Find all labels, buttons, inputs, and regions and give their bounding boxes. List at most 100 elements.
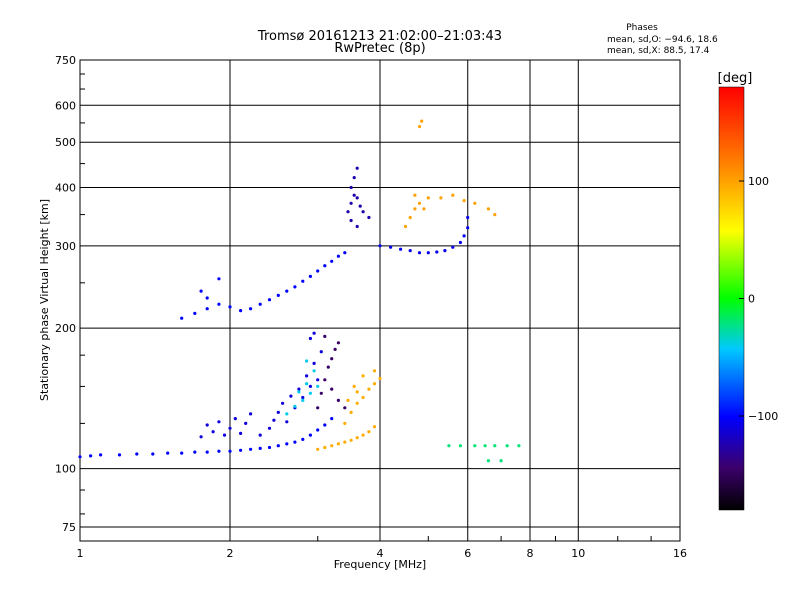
data-point (239, 448, 243, 452)
data-point (217, 449, 221, 453)
colorbar-tick-label: 0 (748, 293, 755, 306)
data-point (217, 420, 221, 424)
series-es-cloud-cyan- (285, 359, 320, 416)
data-point (99, 453, 103, 457)
data-point (367, 430, 371, 434)
data-point (199, 289, 203, 293)
x-tick-label: 8 (527, 547, 534, 560)
data-point (293, 285, 297, 289)
y-tick-label: 400 (55, 181, 76, 194)
data-point (330, 357, 334, 361)
data-point (323, 334, 327, 338)
data-point (349, 410, 353, 414)
data-point (352, 176, 356, 180)
data-point (486, 459, 490, 463)
x-tick-labels: 1 2 4 6 8 10 16 (77, 547, 688, 560)
data-point (389, 245, 393, 249)
data-point (343, 440, 347, 444)
data-point (276, 444, 280, 448)
phases-o-line: mean, sd,O: −94.6, 18.6 (607, 35, 718, 45)
data-point (301, 279, 305, 283)
data-point (180, 451, 184, 455)
data-point (89, 454, 93, 458)
data-point (462, 199, 466, 203)
phases-title: Phases (626, 23, 658, 33)
grid-lines (80, 60, 680, 541)
data-point (258, 433, 262, 437)
data-point (349, 185, 353, 190)
data-point (249, 447, 253, 451)
data-point (439, 196, 443, 200)
data-point (305, 374, 309, 378)
data-point (336, 254, 340, 258)
colorbar-tick-label: −100 (748, 410, 778, 423)
data-point (413, 193, 417, 197)
data-point (451, 193, 455, 197)
y-tick-labels: 75 100 200 300 400 500 600 750 (55, 54, 76, 534)
data-point (117, 453, 122, 457)
data-point (217, 277, 221, 281)
data-point (355, 390, 359, 394)
data-point (458, 444, 462, 448)
data-point (135, 452, 139, 456)
series-f-region-o-trace-blue- (180, 251, 347, 320)
data-point (462, 234, 466, 238)
data-point (267, 445, 272, 450)
data-point (293, 440, 297, 444)
data-point (316, 378, 320, 382)
series-e-region-trace-o-blue- (78, 417, 334, 459)
y-tick-label: 300 (55, 240, 76, 253)
data-point (239, 309, 243, 313)
y-tick-label: 600 (55, 99, 76, 112)
data-point (316, 269, 320, 273)
data-point (249, 307, 253, 311)
colorbar-label: [deg] (718, 71, 753, 86)
data-point (417, 201, 422, 205)
data-point (323, 445, 327, 450)
data-point (451, 245, 455, 249)
data-point (289, 394, 293, 398)
data-point (336, 442, 340, 446)
data-point (249, 412, 253, 416)
data-point (316, 406, 320, 410)
series-sparse-near-105km-cyan- (447, 444, 521, 463)
data-point (372, 382, 377, 386)
data-point (355, 436, 359, 440)
data-point (323, 264, 327, 268)
data-point (408, 215, 412, 220)
data-point (319, 350, 323, 354)
data-point (180, 316, 184, 320)
data-point (361, 433, 365, 437)
series-x-trace-yellow- (316, 369, 382, 451)
data-point (361, 395, 365, 400)
data-point (205, 296, 209, 300)
data-point (301, 437, 305, 441)
data-point (352, 384, 356, 388)
data-point (493, 213, 497, 217)
y-tick-label: 75 (62, 521, 76, 534)
x-tick-label: 1 (77, 547, 84, 560)
data-point (330, 387, 334, 391)
x-tick-label: 4 (377, 547, 384, 560)
colorbar-tick-label: 100 (748, 175, 769, 188)
data-point (272, 418, 276, 422)
y-tick-label: 750 (55, 54, 76, 67)
data-point (312, 331, 316, 335)
data-point (326, 365, 330, 369)
data-point (205, 450, 209, 454)
data-point (199, 435, 203, 439)
data-point (301, 398, 305, 402)
data-point (308, 384, 312, 388)
data-point (466, 215, 470, 220)
data-point (193, 450, 197, 454)
data-point (211, 430, 215, 434)
data-point (316, 447, 320, 451)
data-point (301, 395, 305, 400)
data-point (228, 305, 232, 309)
data-point (355, 401, 359, 405)
data-point (378, 244, 382, 248)
data-point (297, 387, 301, 391)
data-point (435, 250, 439, 254)
data-point (267, 426, 272, 430)
y-axis-label: Stationary phase Virtual Height [km] (38, 199, 51, 401)
